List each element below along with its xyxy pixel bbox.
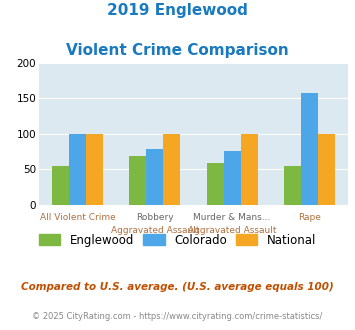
Text: All Violent Crime: All Violent Crime <box>40 213 115 222</box>
Bar <box>146 149 163 205</box>
Bar <box>301 93 318 205</box>
Text: Rape: Rape <box>298 213 321 222</box>
Bar <box>224 151 241 205</box>
Text: Violent Crime Comparison: Violent Crime Comparison <box>66 43 289 58</box>
Bar <box>52 166 69 205</box>
Text: 2019 Englewood: 2019 Englewood <box>107 3 248 18</box>
Bar <box>129 156 146 205</box>
Legend: Englewood, Colorado, National: Englewood, Colorado, National <box>34 229 321 251</box>
Bar <box>241 134 258 205</box>
Text: Murder & Mans...: Murder & Mans... <box>193 213 271 222</box>
Text: Robbery: Robbery <box>136 213 174 222</box>
Bar <box>207 163 224 205</box>
Bar <box>86 134 103 205</box>
Text: Aggravated Assault: Aggravated Assault <box>188 226 276 235</box>
Bar <box>163 134 180 205</box>
Bar <box>318 134 335 205</box>
Bar <box>69 134 86 205</box>
Text: Compared to U.S. average. (U.S. average equals 100): Compared to U.S. average. (U.S. average … <box>21 282 334 292</box>
Bar <box>284 166 301 205</box>
Text: Aggravated Assault: Aggravated Assault <box>111 226 199 235</box>
Text: © 2025 CityRating.com - https://www.cityrating.com/crime-statistics/: © 2025 CityRating.com - https://www.city… <box>32 312 323 321</box>
